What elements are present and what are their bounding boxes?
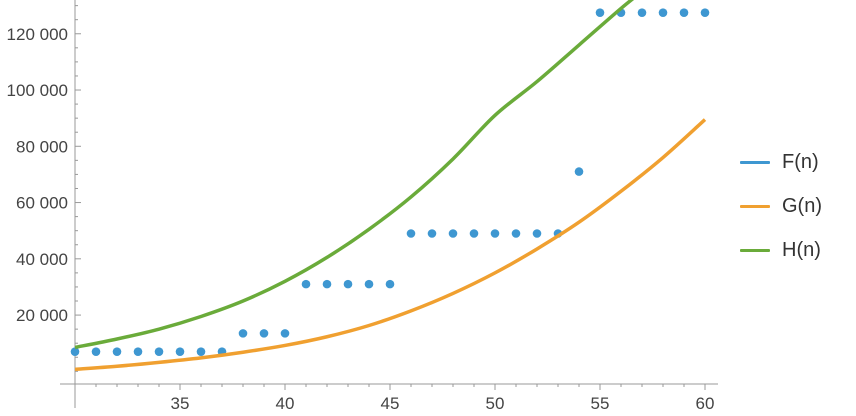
data-point-f	[112, 347, 122, 356]
y-tick-label: 100 000	[7, 81, 68, 100]
axes: 35 40 45 50 55 60 20 000 40 000 60 000 80 000 100 …	[7, 0, 718, 413]
data-point-f	[511, 229, 521, 238]
data-point-f	[637, 8, 647, 17]
data-point-f	[406, 229, 416, 238]
data-point-f	[679, 8, 689, 17]
data-point-f	[70, 347, 80, 356]
data-point-f	[490, 229, 500, 238]
data-point-f	[385, 279, 395, 289]
data-point-f	[427, 229, 437, 238]
data-point-f	[448, 229, 458, 238]
data-point-f	[700, 8, 710, 17]
legend-swatch-g	[740, 204, 770, 208]
data-point-f	[154, 347, 164, 356]
data-point-f	[259, 329, 269, 338]
data-point-f	[196, 347, 206, 356]
series-line-g	[74, 118, 707, 372]
y-tick-label: 20 000	[16, 306, 68, 325]
data-point-f	[238, 329, 248, 338]
data-point-f	[343, 279, 353, 289]
data-point-f	[595, 8, 605, 17]
series-layer	[70, 0, 710, 372]
x-tick-label: 55	[591, 394, 610, 413]
legend-label-g: G(n)	[782, 194, 822, 217]
legend-swatch-h	[740, 248, 770, 252]
y-tick-label: 80 000	[16, 137, 68, 156]
data-point-f	[532, 229, 542, 238]
data-point-f	[322, 279, 332, 289]
data-point-f	[280, 329, 290, 338]
legend-swatch-f	[740, 160, 770, 164]
x-tick-label: 45	[381, 394, 400, 413]
data-point-f	[469, 229, 479, 238]
series-line-h	[74, 0, 635, 350]
legend: F(n) G(n) H(n)	[740, 140, 822, 272]
x-tick-label: 35	[171, 394, 190, 413]
data-point-f	[133, 347, 143, 356]
legend-item-f: F(n)	[740, 140, 822, 184]
legend-label-h: H(n)	[782, 238, 821, 261]
x-tick-label: 40	[276, 394, 295, 413]
x-tick-label: 50	[486, 394, 505, 413]
legend-item-g: G(n)	[740, 184, 822, 228]
data-point-f	[658, 8, 668, 17]
data-point-f	[364, 279, 374, 289]
data-point-f	[91, 347, 101, 356]
y-tick-label: 60 000	[16, 194, 68, 213]
x-tick-label: 60	[696, 394, 715, 413]
data-point-f	[301, 279, 311, 289]
legend-item-h: H(n)	[740, 228, 822, 272]
legend-label-f: F(n)	[782, 150, 819, 173]
data-point-f	[175, 347, 185, 356]
y-tick-label: 40 000	[16, 250, 68, 269]
y-tick-label: 120 000	[7, 25, 68, 44]
data-point-f	[574, 167, 584, 176]
